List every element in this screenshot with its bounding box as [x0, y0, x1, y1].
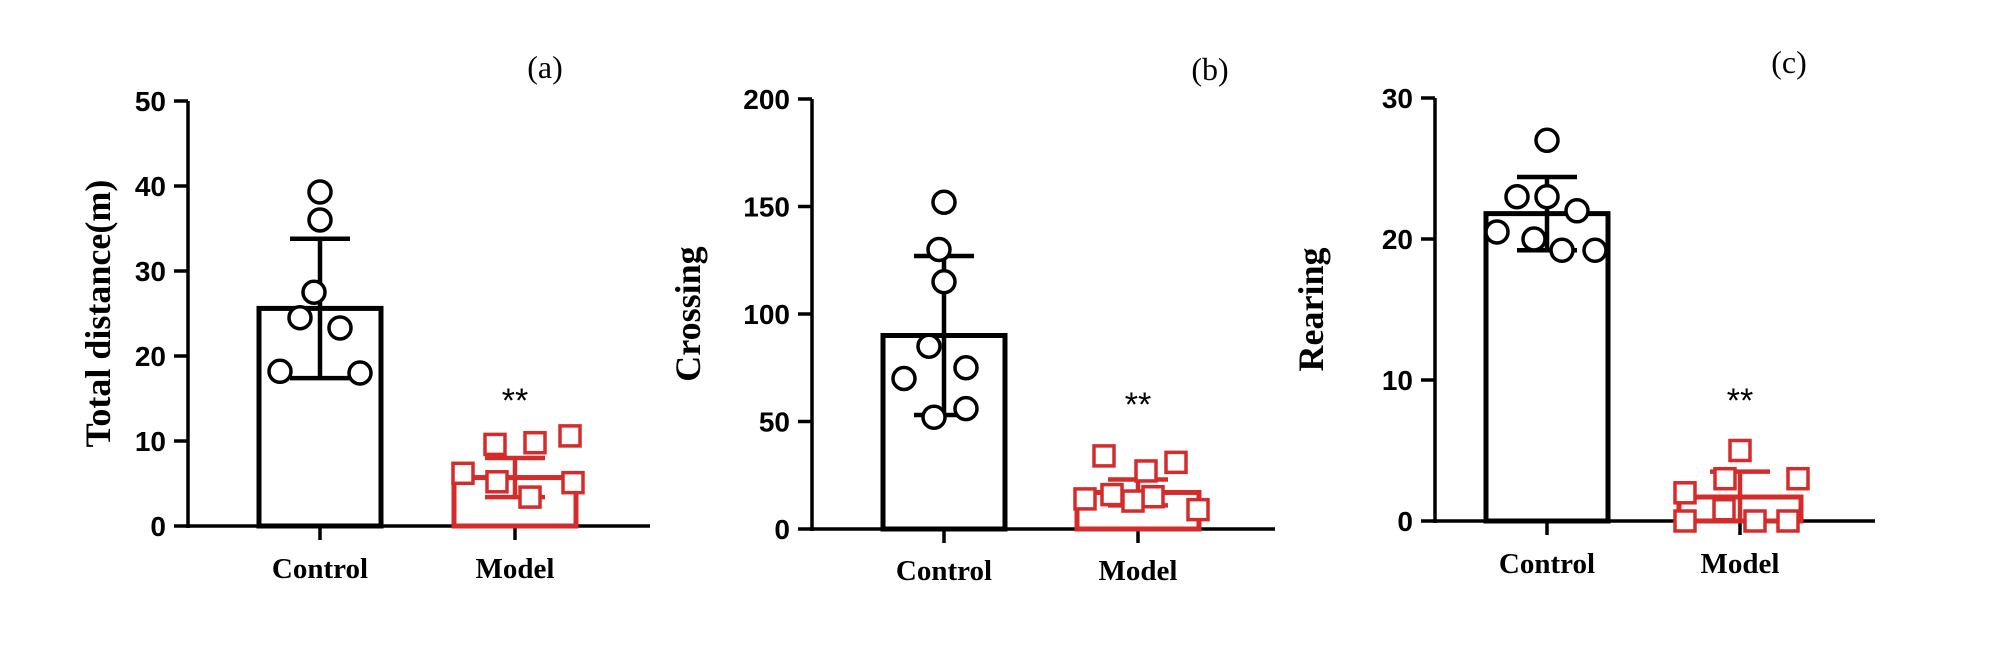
data-point-control	[307, 179, 333, 205]
data-point-model	[1743, 509, 1767, 533]
data-point-model	[1092, 444, 1116, 468]
y-tick-label: 10	[135, 426, 166, 457]
significance-marker: **	[1727, 382, 1753, 420]
data-point-model	[1186, 497, 1210, 522]
data-point-control	[287, 305, 313, 331]
data-point-control	[327, 315, 353, 341]
data-point-control	[1549, 237, 1575, 264]
y-tick-label: 50	[135, 86, 166, 117]
x-category-label: Control	[896, 555, 992, 587]
data-point-model	[1134, 459, 1158, 483]
data-point-model	[451, 461, 475, 486]
panel-label: (a)	[527, 49, 563, 85]
significance-marker: **	[1125, 386, 1151, 424]
y-tick-label: 150	[743, 192, 790, 223]
data-point-model	[483, 432, 507, 457]
data-point-model	[485, 470, 509, 494]
x-category-label: Control	[1499, 548, 1595, 580]
data-point-model	[1786, 466, 1810, 491]
x-category-label: Model	[1099, 555, 1178, 587]
data-point-control	[931, 269, 957, 295]
data-point-model	[518, 485, 542, 509]
data-point-control	[301, 279, 327, 305]
data-point-model	[1121, 489, 1145, 513]
data-point-control	[307, 207, 333, 233]
x-category-label: Model	[1701, 548, 1780, 580]
y-tick-label: 30	[1382, 83, 1413, 114]
data-point-control	[1564, 198, 1590, 224]
y-tick-label: 50	[759, 407, 790, 438]
y-axis-label: Rearing	[1291, 248, 1331, 372]
data-point-model	[1141, 485, 1165, 509]
data-point-model	[1776, 509, 1800, 533]
data-point-model	[1164, 450, 1188, 475]
y-tick-label: 0	[150, 511, 166, 542]
panel-label: (c)	[1771, 44, 1807, 80]
y-tick-label: 0	[1397, 506, 1413, 537]
data-point-model	[1713, 466, 1737, 491]
data-point-model	[1712, 497, 1736, 522]
y-tick-label: 40	[135, 171, 166, 202]
data-point-model	[1673, 509, 1697, 533]
data-point-control	[891, 365, 917, 392]
data-point-control	[916, 333, 942, 359]
y-tick-label: 20	[1382, 224, 1413, 255]
data-point-control	[1534, 183, 1560, 210]
data-point-control	[1534, 127, 1560, 154]
data-point-control	[347, 360, 373, 386]
y-tick-label: 200	[743, 84, 790, 115]
data-point-model	[1100, 482, 1124, 507]
data-point-control	[953, 395, 979, 422]
data-point-control	[926, 236, 952, 263]
y-tick-label: 100	[743, 299, 790, 330]
y-tick-label: 30	[135, 256, 166, 287]
data-point-control	[1521, 226, 1547, 252]
chart-panel-2: 0 50 100 150 200 Crossing (b) Control Model **	[668, 51, 1275, 587]
data-point-control	[267, 358, 293, 385]
data-point-control	[931, 189, 957, 215]
data-point-model	[558, 424, 582, 448]
y-tick-label: 20	[135, 341, 166, 372]
data-point-control	[1582, 237, 1608, 264]
data-point-control	[1484, 219, 1510, 245]
chart-panel-3: 0 10 20 30 Rearing (c) Control Model **	[1291, 44, 1875, 580]
x-category-label: Model	[476, 553, 555, 585]
data-point-control	[1504, 183, 1530, 210]
panel-label: (b)	[1191, 51, 1228, 87]
data-point-model	[1728, 438, 1752, 463]
data-point-model	[561, 470, 585, 495]
data-point-model	[1073, 487, 1097, 511]
data-point-model	[523, 430, 547, 455]
x-category-label: Control	[272, 553, 368, 585]
y-tick-label: 10	[1382, 365, 1413, 396]
chart-panel-1: 0 10 20 30 40 50 Total distance(m) (a) Control Mo…	[78, 49, 650, 585]
data-point-control	[921, 404, 947, 430]
y-axis-label: Crossing	[668, 246, 708, 381]
data-point-control	[953, 355, 979, 381]
significance-marker: **	[502, 382, 528, 420]
data-point-model	[1673, 481, 1697, 505]
y-axis-label: Total distance(m)	[78, 180, 118, 448]
y-tick-label: 0	[774, 514, 790, 545]
